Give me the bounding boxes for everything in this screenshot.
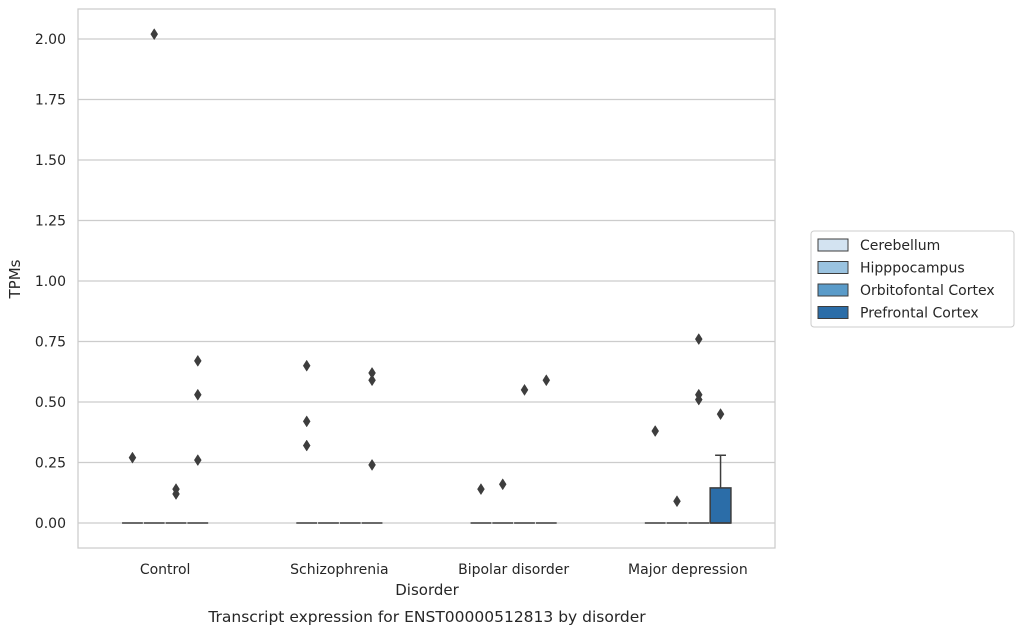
outlier-point <box>128 451 137 464</box>
legend-swatch <box>817 261 849 274</box>
y-tick-label: 1.50 <box>35 153 66 169</box>
outlier-point <box>651 425 659 438</box>
y-tick-label: 1.75 <box>35 93 66 109</box>
outlier-point <box>694 393 703 406</box>
x-tick-labels: Control Schizophrenia Bipolar disorder Majo… <box>140 562 748 578</box>
legend-frame <box>810 230 1015 328</box>
outlier-point <box>368 374 376 387</box>
boxes <box>122 454 732 524</box>
outlier-point <box>716 408 725 421</box>
outlier-point <box>302 359 311 372</box>
plot-background <box>78 9 775 548</box>
outlier-point <box>172 487 180 500</box>
legend-label: Orbitofontal Cortex <box>860 283 995 299</box>
outlier-point <box>302 415 311 428</box>
legend-label: Hipppocampus <box>860 261 965 277</box>
outlier-point <box>194 388 202 401</box>
outlier-point <box>542 374 551 387</box>
x-tick-label: Bipolar disorder <box>458 562 569 578</box>
x-tick-label: Control <box>140 562 191 578</box>
box-prefrontal-cortex <box>709 454 732 524</box>
legend-label: Prefrontal Cortex <box>860 306 979 322</box>
y-tick-label: 0.25 <box>35 456 66 472</box>
outlier-point <box>520 383 529 396</box>
legend-swatch <box>817 238 849 252</box>
y-tick-label: 1.00 <box>35 274 66 290</box>
x-tick-label: Schizophrenia <box>290 562 388 578</box>
outlier-point <box>694 333 703 346</box>
y-tick-label: 0.50 <box>35 395 66 411</box>
outlier-point <box>477 483 485 496</box>
outlier-point <box>194 354 202 367</box>
legend-label: Cerebellum <box>860 238 940 254</box>
gridlines <box>78 38 775 524</box>
outlier-point <box>302 439 311 452</box>
y-tick-label: 2.00 <box>35 32 66 48</box>
outlier-point <box>368 458 376 471</box>
y-tick-label: 1.25 <box>35 214 66 230</box>
chart-caption: Transcript expression for ENST0000051281… <box>207 608 646 626</box>
box-body <box>709 487 732 524</box>
outliers <box>128 28 725 508</box>
y-axis-label: TPMs <box>6 259 24 299</box>
x-axis-label: Disorder <box>395 581 459 599</box>
outlier-point <box>673 495 681 508</box>
outlier-point <box>150 28 159 41</box>
y-tick-labels: 0.00 0.25 0.50 0.75 1.00 1.25 1.50 1.75 2.00 <box>35 32 66 532</box>
legend-swatch <box>817 283 849 297</box>
legend-entries: Cerebellum Hipppocampus Orbitofontal Corte… <box>817 238 995 322</box>
plot-frame <box>77 8 776 549</box>
y-tick-label: 0.75 <box>35 335 66 351</box>
outlier-point <box>194 454 202 467</box>
legend: Cerebellum Hipppocampus Orbitofontal Corte… <box>810 230 1015 328</box>
y-tick-label: 0.00 <box>35 516 66 532</box>
x-tick-label: Major depression <box>628 562 748 578</box>
legend-swatch <box>817 306 849 319</box>
outlier-point <box>498 478 507 491</box>
